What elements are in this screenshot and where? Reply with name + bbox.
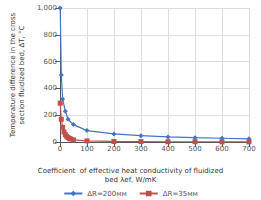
svg-text:200: 200 (44, 111, 57, 119)
svg-text:400: 400 (161, 145, 174, 153)
svg-text:1,000: 1,000 (37, 4, 57, 12)
svg-text:600: 600 (44, 58, 57, 66)
svg-text:0: 0 (58, 145, 62, 153)
svg-text:Coefficient of effective heat: Coefficient of effective heat conductivi… (38, 167, 223, 175)
svg-text:Temperature difference in the: Temperature difference in the cross (9, 12, 17, 138)
svg-text:0: 0 (52, 138, 56, 146)
svg-text:700: 700 (242, 145, 255, 153)
svg-text:200: 200 (107, 145, 120, 153)
svg-text:800: 800 (44, 31, 57, 39)
svg-text:300: 300 (134, 145, 147, 153)
svg-text:ΔR=200мм: ΔR=200мм (87, 190, 126, 198)
svg-text:100: 100 (80, 145, 93, 153)
svg-text:400: 400 (44, 84, 57, 92)
svg-text:ΔR=35мм: ΔR=35мм (163, 190, 198, 198)
svg-text:bed λef, W/mK: bed λef, W/mK (105, 176, 157, 184)
svg-text:500: 500 (188, 145, 201, 153)
svg-text:section fluidized bed, ΔT, °C: section fluidized bed, ΔT, °C (18, 25, 26, 124)
svg-text:600: 600 (215, 145, 228, 153)
